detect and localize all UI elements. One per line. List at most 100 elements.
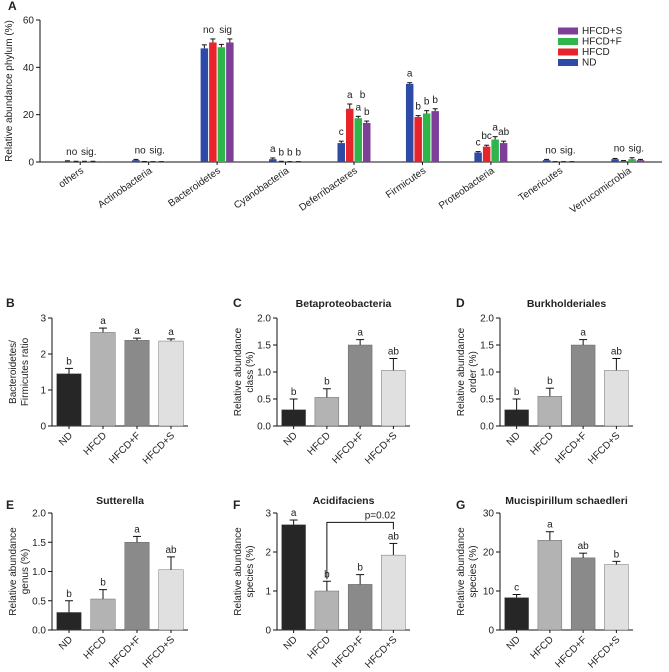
bar-HFCD-Verrucomicrobia — [619, 161, 628, 162]
annotation-Firmicutes: b — [415, 102, 421, 113]
bar-e-HFCD+S — [158, 569, 184, 631]
sig-label-f-HFCD+S: ab — [388, 531, 400, 542]
legend-swatch-HFCD+F — [558, 38, 578, 45]
bar-f-HFCD+F — [347, 584, 373, 631]
x-tick-label-f-ND: ND — [282, 634, 300, 652]
legend-swatch-HFCD — [558, 48, 578, 56]
x-tick-label-d-HFCD: HFCD — [529, 430, 556, 457]
sig-label-b-HFCD+F: a — [134, 326, 140, 337]
panel-e-y-tick-label: 0.5 — [32, 596, 46, 607]
sig-label-b-HFCD+S: a — [168, 327, 174, 338]
sig-label-c-HFCD+S: ab — [388, 347, 400, 358]
x-tick-label-Actinobacteria: Actinobacteria — [96, 165, 155, 211]
bar-HFCD+F-Firmicutes — [422, 113, 431, 162]
bar-HFCD-Firmicutes — [414, 117, 422, 162]
bar-d-HFCD+S — [604, 370, 629, 427]
panel-a-y-axis-label: Relative abundance phylum (%) — [4, 20, 15, 162]
panel-e-y-tick-label: 2.0 — [32, 509, 46, 520]
bar-HFCD+F-Deferribacteres — [354, 118, 362, 162]
sig-label-g-HFCD: a — [547, 520, 553, 531]
panel-g-y-tick-label: 30 — [483, 509, 495, 520]
x-tick-label-b-HFCD+F: HFCD+F — [107, 430, 143, 466]
x-tick-label-g-HFCD+S: HFCD+S — [586, 634, 622, 670]
panel-b-letter: B — [6, 296, 15, 310]
panel-d-letter: D — [456, 296, 465, 310]
panel-f-chart: F Acidifaciens 0 1 2 3 Relative abundance speci… — [233, 495, 410, 671]
bar-ND-Bacteroidetes — [200, 48, 209, 162]
annotation-Deferribacteres: a — [347, 90, 353, 101]
bar-ND-Tenericutes — [542, 160, 551, 162]
bar-ND-Actinobacteria — [132, 160, 140, 162]
sig-label-g-HFCD+S: b — [614, 549, 620, 560]
bar-HFCD+S-Bacteroidetes — [226, 42, 234, 162]
bar-HFCD+F-Proteobacteria — [491, 139, 499, 162]
x-tick-label-b-HFCD: HFCD — [82, 430, 109, 457]
bar-c-HFCD+F — [347, 344, 373, 427]
annotation-Cyanobacteria: a — [270, 144, 276, 155]
annotation-Deferribacteres: b — [360, 90, 366, 101]
annotation-Deferribacteres: c — [339, 127, 344, 138]
annotation-Cyanobacteria: b — [296, 148, 302, 159]
x-tick-label-Tenericutes: Tenericutes — [517, 165, 565, 203]
sig-label-c-HFCD: b — [324, 377, 330, 388]
annotation-Cyanobacteria: b — [287, 148, 293, 159]
panel-f-letter: F — [233, 498, 240, 512]
annotation-Actinobacteria: no — [135, 145, 147, 156]
bar-b-HFCD+S — [158, 340, 184, 427]
bar-f-ND — [281, 524, 306, 631]
bar-HFCD-Deferribacteres — [346, 108, 354, 162]
x-tick-label-Cyanobacteria: Cyanobacteria — [232, 165, 291, 211]
sig-label-d-HFCD: b — [547, 376, 553, 387]
x-tick-label-Bacteroidetes: Bacteroidetes — [166, 165, 222, 209]
bar-f-HFCD+S — [381, 554, 406, 631]
panel-g-y-tick-label: 10 — [483, 587, 495, 598]
sig-label-e-HFCD+F: a — [134, 524, 140, 535]
panel-f-bracket-label: p=0.02 — [365, 510, 396, 521]
panel-b-y-tick-label: 1 — [40, 386, 46, 397]
x-tick-label-Deferribacteres: Deferribacteres — [297, 165, 359, 213]
x-tick-label-b-HFCD+S: HFCD+S — [141, 430, 177, 466]
bar-g-HFCD+S — [604, 564, 629, 631]
panel-a-letter: A — [8, 0, 17, 13]
x-tick-label-others: others — [57, 165, 86, 190]
bar-d-HFCD+F — [570, 344, 596, 427]
x-tick-label-Proteobacteria: Proteobacteria — [437, 165, 497, 212]
annotation-Firmicutes: a — [407, 69, 413, 80]
x-tick-label-d-HFCD+S: HFCD+S — [586, 430, 622, 466]
bar-ND-Firmicutes — [405, 83, 414, 162]
annotation-Tenericutes: sig. — [560, 145, 576, 156]
bar-HFCD+F-Bacteroidetes — [217, 47, 226, 162]
bar-e-HFCD — [90, 598, 116, 631]
panel-d-title: Burkholderiales — [527, 298, 607, 310]
panel-d-y-axis-label: order (%) — [468, 351, 479, 393]
bar-ND-Proteobacteria — [474, 152, 482, 162]
annotation-others: sig. — [81, 147, 97, 158]
x-tick-label-f-HFCD: HFCD — [306, 634, 333, 661]
legend-label-HFCD+F: HFCD+F — [582, 37, 622, 48]
bar-HFCD+S-Firmicutes — [431, 111, 439, 162]
annotation-Verrucomicrobia: sig. — [628, 144, 644, 155]
panel-e-chart: E Sutterella 0.0 0.5 1.0 1.5 2.0 Relative abund… — [6, 495, 188, 671]
x-tick-label-e-ND: ND — [57, 634, 75, 652]
panel-a-y-tick-label: 40 — [23, 63, 35, 74]
sig-label-e-HFCD+S: ab — [165, 545, 177, 556]
panel-b-y-tick-label: 2 — [40, 350, 46, 361]
panel-f-y-tick-label: 0 — [265, 626, 271, 637]
bar-HFCD+S-Verrucomicrobia — [636, 160, 645, 162]
x-tick-label-f-HFCD+S: HFCD+S — [363, 634, 399, 670]
annotation-Proteobacteria: a — [492, 123, 498, 134]
x-tick-label-d-ND: ND — [505, 430, 523, 448]
panel-e-y-tick-label: 1.0 — [32, 567, 46, 578]
panel-c-y-tick-label: 0.5 — [257, 395, 271, 406]
bar-HFCD+S-Deferribacteres — [363, 122, 371, 162]
sig-label-g-HFCD+F: ab — [578, 541, 590, 552]
sig-label-c-HFCD+F: a — [357, 328, 363, 339]
legend-label-HFCD: HFCD — [582, 47, 610, 58]
x-tick-label-e-HFCD: HFCD — [82, 634, 109, 661]
x-tick-label-c-HFCD+S: HFCD+S — [363, 430, 399, 466]
legend-label-ND: ND — [582, 58, 596, 69]
bar-HFCD-Bacteroidetes — [209, 42, 217, 162]
panel-d-y-tick-label: 2.0 — [480, 314, 494, 325]
x-tick-label-f-HFCD+F: HFCD+F — [330, 634, 366, 670]
